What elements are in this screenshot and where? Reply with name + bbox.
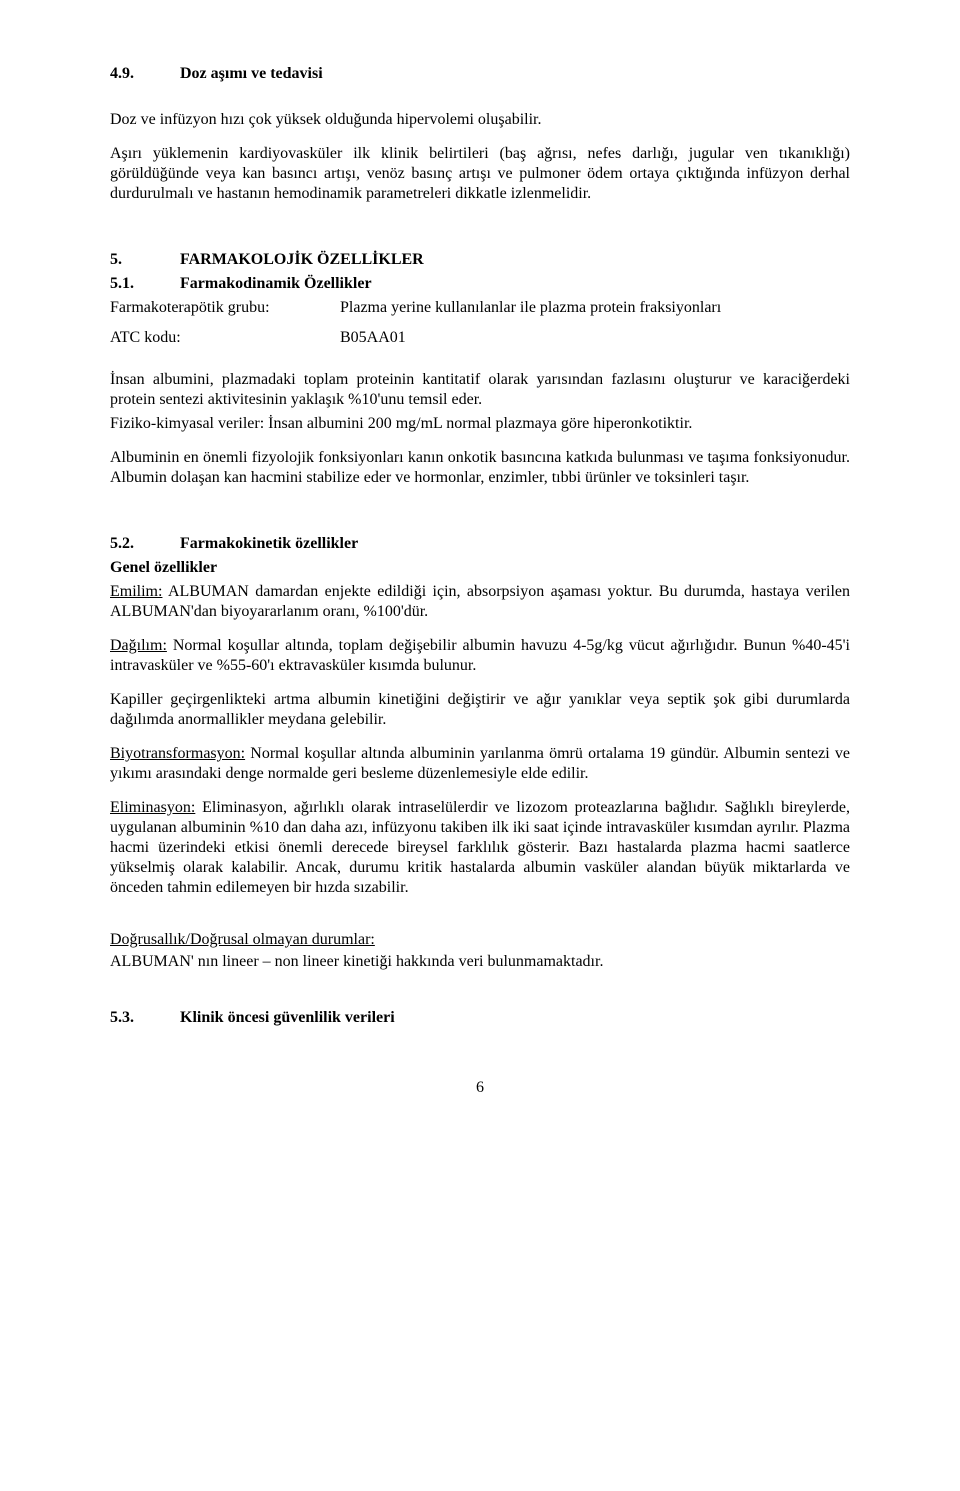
elim-para: Eliminasyon: Eliminasyon, ağırlıklı olar… [110, 798, 850, 898]
emilim-label: Emilim: [110, 583, 162, 600]
heading-5-title: FARMAKOLOJİK ÖZELLİKLER [180, 250, 424, 270]
kapiller-para: Kapiller geçirgenlikteki artma albumin k… [110, 690, 850, 730]
emilim-para: Emilim: ALBUMAN damardan enjekte edildiğ… [110, 582, 850, 622]
dogrusal-label: Doğrusallık/Doğrusal olmayan durumlar: [110, 930, 850, 950]
heading-5: 5. FARMAKOLOJİK ÖZELLİKLER [110, 250, 850, 270]
kv-farmakoterapotik-value: Plazma yerine kullanılanlar ile plazma p… [340, 298, 850, 318]
heading-5-3-title: Klinik öncesi güvenlilik verileri [180, 1008, 395, 1028]
heading-5-number: 5. [110, 250, 180, 270]
heading-5-2-number: 5.2. [110, 534, 180, 554]
page-number: 6 [110, 1078, 850, 1098]
heading-5-2-title: Farmakokinetik özellikler [180, 534, 358, 554]
dagilim-para: Dağılım: Normal koşullar altında, toplam… [110, 636, 850, 676]
heading-5-2: 5.2. Farmakokinetik özellikler [110, 534, 850, 554]
kv-farmakoterapotik-label: Farmakoterapötik grubu: [110, 298, 340, 318]
genel-ozellikler-label: Genel özellikler [110, 558, 850, 578]
biyo-para: Biyotransformasyon: Normal koşullar altı… [110, 744, 850, 784]
kv-atc-label: ATC kodu: [110, 328, 340, 348]
emilim-text: ALBUMAN damardan enjekte edildiği için, … [110, 583, 850, 620]
dogrusal-block: Doğrusallık/Doğrusal olmayan durumlar: A… [110, 930, 850, 972]
dogrusal-text: ALBUMAN' nın lineer – non lineer kinetiğ… [110, 952, 850, 972]
kv-atc: ATC kodu: B05AA01 [110, 328, 850, 348]
section-5-1-para1: İnsan albumini, plazmadaki toplam protei… [110, 370, 850, 410]
dagilim-label: Dağılım: [110, 637, 167, 654]
heading-4-9-title: Doz aşımı ve tedavisi [180, 64, 323, 84]
kv-atc-value: B05AA01 [340, 328, 850, 348]
dagilim-text: Normal koşullar altında, toplam değişebi… [110, 637, 850, 674]
section-5-1-para3: Albuminin en önemli fizyolojik fonksiyon… [110, 448, 850, 488]
section-5-1-para2: Fiziko-kimyasal veriler: İnsan albumini … [110, 414, 850, 434]
heading-5-1: 5.1. Farmakodinamik Özellikler [110, 274, 850, 294]
section-4-9-para1: Doz ve infüzyon hızı çok yüksek olduğund… [110, 110, 850, 130]
heading-5-3-number: 5.3. [110, 1008, 180, 1028]
section-4-9-para2: Aşırı yüklemenin kardiyovasküler ilk kli… [110, 144, 850, 204]
heading-5-3: 5.3. Klinik öncesi güvenlilik verileri [110, 1008, 850, 1028]
heading-5-1-title: Farmakodinamik Özellikler [180, 274, 372, 294]
heading-4-9-number: 4.9. [110, 64, 180, 84]
kv-farmakoterapotik: Farmakoterapötik grubu: Plazma yerine ku… [110, 298, 850, 318]
elim-label: Eliminasyon: [110, 799, 195, 816]
biyo-label: Biyotransformasyon: [110, 745, 245, 762]
heading-4-9: 4.9. Doz aşımı ve tedavisi [110, 64, 850, 84]
elim-text: Eliminasyon, ağırlıklı olarak intraselül… [110, 799, 850, 896]
heading-5-1-number: 5.1. [110, 274, 180, 294]
